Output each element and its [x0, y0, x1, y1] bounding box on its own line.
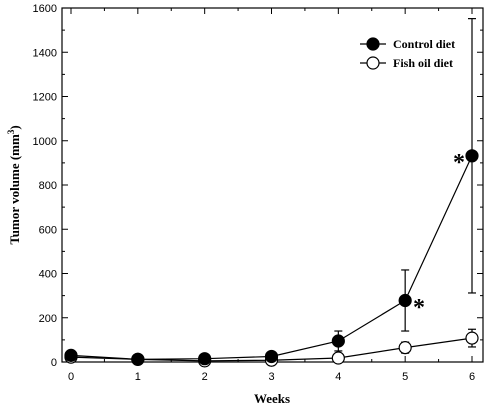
y-axis-title: Tumor volume (mm3) [6, 125, 22, 244]
data-point-control [264, 349, 279, 364]
data-point-control [398, 293, 412, 308]
y-tick-label: 1000 [33, 136, 57, 148]
legend-marker-control [366, 37, 380, 51]
x-tick-label: 6 [469, 371, 475, 383]
x-tick-label: 2 [202, 371, 208, 383]
y-tick-label: 600 [39, 224, 57, 236]
y-axis-title-close: ) [7, 125, 22, 129]
data-point-control [331, 334, 345, 348]
y-tick-label: 400 [39, 269, 57, 281]
y-tick-label: 200 [39, 313, 57, 325]
x-tick-label: 3 [268, 371, 274, 383]
series-layer [64, 18, 479, 368]
x-axis-title: Weeks [254, 391, 290, 406]
y-axis-title-main: Tumor volume (mm [7, 134, 22, 245]
x-tick-label: 4 [335, 371, 341, 383]
y-tick-label: 1600 [33, 3, 57, 15]
y-tick-label: 1200 [33, 92, 57, 104]
significance-star-week6: * [453, 150, 465, 176]
data-point-control [64, 348, 78, 362]
data-point-control [131, 352, 145, 366]
y-tick-label: 1400 [33, 47, 57, 59]
y-tick-label: 0 [51, 357, 57, 369]
x-tick-label: 1 [135, 371, 141, 383]
legend-label-fish-oil: Fish oil diet [393, 56, 453, 70]
legend-marker-fish-oil [366, 56, 380, 70]
series-control [64, 18, 479, 366]
y-tick-label: 800 [39, 180, 57, 192]
y-axis-title-superscript: 3 [6, 129, 16, 134]
legend-item-control: Control diet [360, 37, 455, 51]
legend-label-control: Control diet [393, 37, 455, 51]
x-tick-label: 0 [68, 371, 74, 383]
significance-star-week5: * [413, 295, 425, 321]
data-point-fish-oil [398, 341, 412, 355]
data-point-control [198, 352, 212, 366]
axis-ticks: 0 200 400 600 800 1000 1200 1400 1600 0 1 2 3 4 5 6 [33, 3, 483, 383]
data-point-fish-oil [465, 331, 479, 345]
legend-item-fish-oil: Fish oil diet [360, 56, 453, 70]
series-line-control [70, 155, 473, 360]
x-tick-label: 5 [402, 371, 408, 383]
legend: Control diet Fish oil diet [360, 37, 455, 70]
data-point-fish-oil [331, 351, 345, 365]
data-point-control [465, 149, 479, 163]
